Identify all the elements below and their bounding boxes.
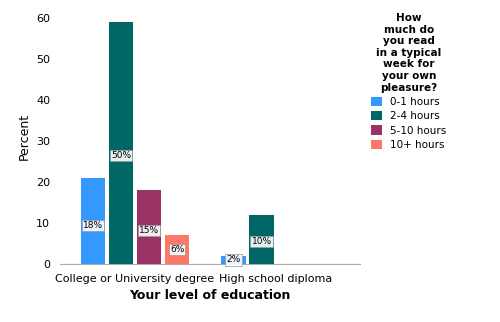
Bar <box>165 235 190 264</box>
Bar <box>250 215 274 264</box>
Bar <box>109 22 133 264</box>
Legend: 0-1 hours, 2-4 hours, 5-10 hours, 10+ hours: 0-1 hours, 2-4 hours, 5-10 hours, 10+ ho… <box>368 10 450 153</box>
Y-axis label: Percent: Percent <box>18 113 30 160</box>
Text: 15%: 15% <box>139 226 159 235</box>
Text: 6%: 6% <box>170 245 184 254</box>
Text: 50%: 50% <box>111 151 131 160</box>
Text: 10%: 10% <box>252 237 272 246</box>
Text: 18%: 18% <box>83 221 103 230</box>
Text: 2%: 2% <box>226 255 240 264</box>
Bar <box>221 256 246 264</box>
X-axis label: Your level of education: Your level of education <box>130 289 290 302</box>
Bar <box>80 178 105 264</box>
Bar <box>137 190 161 264</box>
